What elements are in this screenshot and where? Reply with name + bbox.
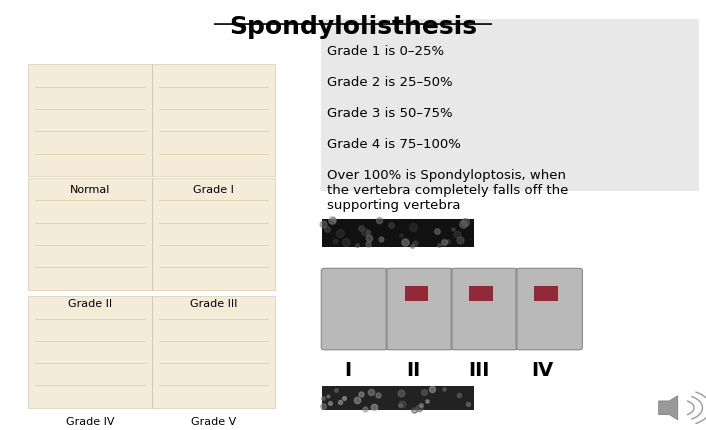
FancyBboxPatch shape <box>534 286 558 301</box>
FancyBboxPatch shape <box>469 286 493 301</box>
FancyBboxPatch shape <box>321 19 699 191</box>
FancyBboxPatch shape <box>322 386 474 410</box>
Text: Grade IV: Grade IV <box>66 417 114 427</box>
Text: Grade 3 is 50–75%: Grade 3 is 50–75% <box>327 107 453 120</box>
Text: Grade 4 is 75–100%: Grade 4 is 75–100% <box>327 138 461 151</box>
Text: Spondylolisthesis: Spondylolisthesis <box>229 15 477 39</box>
Text: IV: IV <box>531 361 554 380</box>
Text: Grade II: Grade II <box>68 299 112 309</box>
FancyBboxPatch shape <box>28 296 152 408</box>
Text: Grade 2 is 25–50%: Grade 2 is 25–50% <box>327 76 453 89</box>
Polygon shape <box>659 396 678 420</box>
Text: I: I <box>345 361 352 380</box>
FancyBboxPatch shape <box>152 64 275 176</box>
Text: Grade V: Grade V <box>191 417 237 427</box>
Text: Grade 1 is 0–25%: Grade 1 is 0–25% <box>327 45 444 58</box>
FancyBboxPatch shape <box>322 219 474 247</box>
Text: II: II <box>406 361 420 380</box>
FancyBboxPatch shape <box>28 178 152 290</box>
FancyBboxPatch shape <box>386 268 453 350</box>
FancyBboxPatch shape <box>321 268 388 350</box>
FancyBboxPatch shape <box>451 268 517 350</box>
FancyBboxPatch shape <box>152 178 275 290</box>
Text: III: III <box>468 361 489 380</box>
Text: Over 100% is Spondyloptosis, when
the vertebra completely falls off the
supporti: Over 100% is Spondyloptosis, when the ve… <box>327 169 568 212</box>
FancyBboxPatch shape <box>405 286 429 301</box>
FancyBboxPatch shape <box>152 296 275 408</box>
FancyBboxPatch shape <box>516 268 582 350</box>
FancyBboxPatch shape <box>28 64 152 176</box>
Text: Grade I: Grade I <box>193 185 234 196</box>
Text: Grade III: Grade III <box>190 299 237 309</box>
Text: Normal: Normal <box>70 185 110 196</box>
